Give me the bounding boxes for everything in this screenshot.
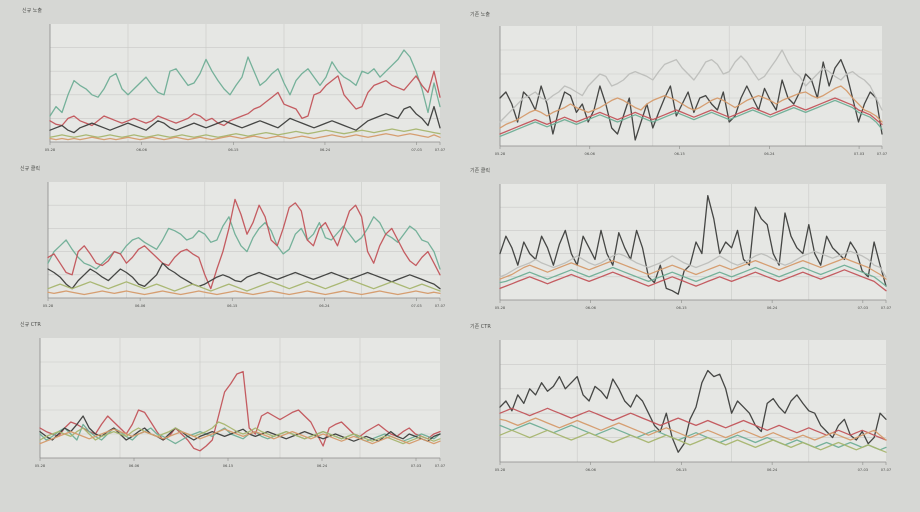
x-tick-label: 05-28 [495, 152, 506, 156]
series-line-3 [49, 105, 441, 134]
x-tick-label: 07-07 [435, 148, 445, 152]
x-tick-label: 05-28 [495, 306, 506, 310]
plot-area [50, 24, 440, 142]
x-tick-label: 06-06 [129, 464, 140, 468]
series-line-5 [39, 428, 441, 445]
x-tick-label: 07-07 [881, 468, 891, 472]
series-line-1 [499, 58, 883, 141]
chart-panel-2: 기존 노출 05-28 06-06 06-15 06-24 07-03 07-07 [470, 11, 887, 156]
series-line-5 [49, 133, 441, 141]
plot-area [500, 26, 882, 146]
series-line-4 [499, 417, 887, 441]
series-line-2 [499, 250, 887, 278]
series-line-1 [499, 369, 887, 453]
x-tick-label: 07-07 [435, 464, 445, 468]
series-line-4 [499, 264, 887, 287]
chart-title: 신규 CTR [20, 321, 41, 328]
x-tick-label: 06-06 [135, 304, 146, 308]
series-line-1 [39, 370, 441, 452]
chart-title: 기존 클릭 [470, 167, 490, 174]
x-tick-label: 06-15 [676, 468, 686, 472]
x-tick-label: 06-15 [674, 152, 684, 156]
series-line-2 [499, 407, 887, 441]
x-tick-label: 06-06 [585, 152, 596, 156]
plot-area [500, 184, 886, 300]
x-tick-label: 07-07 [877, 152, 887, 156]
chart-title: 신규 노출 [22, 7, 42, 14]
series-line-5 [499, 269, 887, 292]
x-tick-label: 07-03 [411, 464, 421, 468]
x-tick-label: 06-15 [227, 304, 237, 308]
series-line-5 [47, 290, 441, 296]
x-tick-label: 05-28 [43, 304, 54, 308]
series-line-5 [499, 99, 883, 138]
series-line-4 [499, 97, 883, 135]
series-line-5 [499, 429, 887, 453]
x-tick-label: 05-28 [35, 464, 46, 468]
chart-title: 기존 CTR [470, 323, 491, 330]
series-line-2 [499, 49, 883, 123]
chart-panel-3: 신규 클릭 05-28 06-06 06-15 06-24 07-03 07-07 [20, 165, 445, 308]
series-line-4 [49, 128, 441, 138]
x-tick-label: 07-03 [411, 148, 421, 152]
x-tick-label: 07-03 [858, 306, 868, 310]
series-line-4 [39, 421, 441, 445]
series-line-3 [47, 262, 441, 290]
series-line-2 [47, 198, 441, 290]
x-tick-label: 07-07 [435, 304, 445, 308]
chart-panel-1: 신규 노출 05-28 06-06 06-15 06-24 07-03 07-07 [22, 7, 445, 152]
chart-title: 기존 노출 [470, 11, 490, 18]
x-tick-label: 07-07 [881, 306, 891, 310]
x-tick-label: 06-15 [223, 464, 233, 468]
x-tick-label: 05-28 [495, 468, 506, 472]
x-tick-label: 06-24 [320, 148, 331, 152]
series-line-2 [49, 70, 441, 127]
x-tick-label: 06-24 [319, 304, 330, 308]
x-tick-label: 06-06 [585, 468, 596, 472]
series-line-1 [49, 49, 441, 117]
plot-area [48, 182, 440, 298]
x-tick-label: 07-03 [854, 152, 864, 156]
chart-title: 신규 클릭 [20, 165, 40, 172]
chart-panel-5: 신규 CTR 05-28 06-06 06-15 06-24 07-03 07-07 [20, 321, 445, 468]
x-tick-label: 07-03 [858, 468, 868, 472]
x-tick-label: 06-24 [317, 464, 328, 468]
x-tick-label: 06-24 [764, 152, 775, 156]
series-line-4 [47, 278, 441, 292]
chart-panel-4: 기존 클릭 05-28 06-06 06-15 06-24 07-03 07-07 [470, 167, 891, 310]
x-tick-label: 06-15 [228, 148, 238, 152]
x-tick-label: 07-03 [411, 304, 421, 308]
series-line-3 [499, 85, 883, 129]
plot-area [500, 340, 886, 462]
series-line-3 [499, 257, 887, 280]
chart-panel-6: 기존 CTR 05-28 06-06 06-15 06-24 07-03 07-07 [470, 323, 891, 472]
x-tick-label: 06-24 [767, 468, 778, 472]
x-tick-label: 06-24 [767, 306, 778, 310]
series-line-1 [499, 194, 887, 295]
x-tick-label: 05-28 [45, 148, 56, 152]
x-tick-label: 06-15 [676, 306, 686, 310]
x-tick-label: 06-06 [585, 306, 596, 310]
series-line-3 [499, 422, 887, 451]
x-tick-label: 06-06 [136, 148, 147, 152]
